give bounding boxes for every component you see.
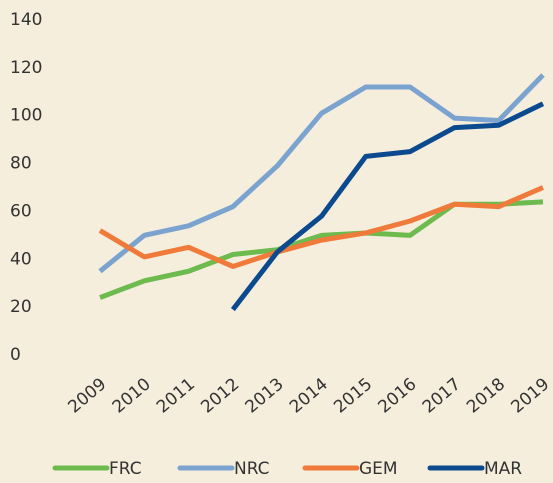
series-line bbox=[230, 101, 545, 312]
series-line bbox=[98, 73, 545, 274]
y-tick-label: 100 bbox=[10, 106, 42, 126]
y-tick-label: 140 bbox=[10, 10, 42, 30]
y-tick-label: 120 bbox=[10, 58, 42, 78]
y-tick-label: 60 bbox=[10, 201, 32, 221]
series-line bbox=[98, 185, 544, 269]
legend-label: NRC bbox=[234, 459, 270, 479]
y-tick-label: 20 bbox=[10, 297, 32, 317]
y-tick-label: 40 bbox=[10, 249, 32, 269]
y-tick-label: 0 bbox=[10, 345, 21, 365]
legend-label: MAR bbox=[484, 459, 522, 479]
y-tick-label: 80 bbox=[10, 154, 32, 174]
legend-label: FRC bbox=[109, 459, 142, 479]
legend-label: GEM bbox=[359, 459, 398, 479]
